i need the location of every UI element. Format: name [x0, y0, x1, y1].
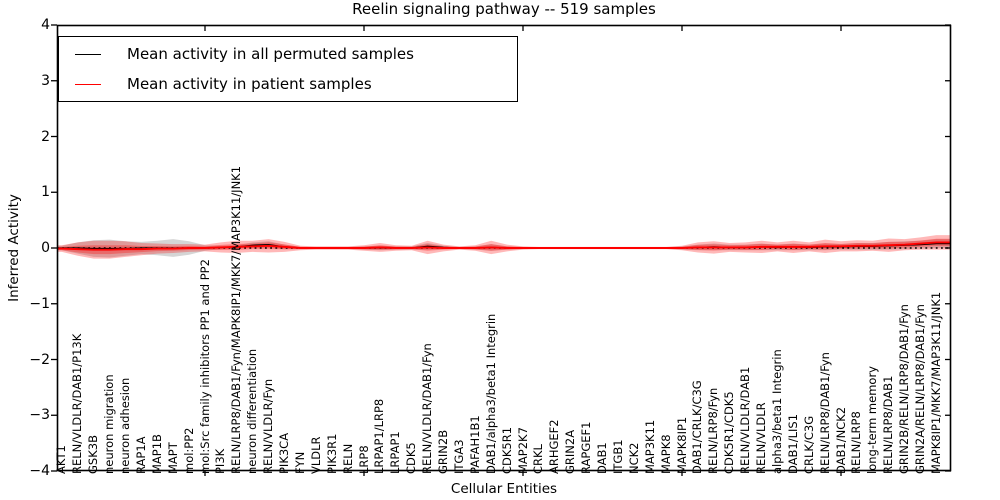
- patient-spread-band-outer: [57, 235, 951, 259]
- x-category-label: PIK3CA: [277, 432, 291, 474]
- x-category-label: PI3K: [213, 448, 228, 474]
- x-category-label: long-term memory: [865, 366, 880, 474]
- x-category-label: RELN/LRP8/DAB1/Fyn: [817, 352, 832, 474]
- x-category-label: RELN/VLDLR/DAB1/P13K: [70, 333, 85, 474]
- x-category-label: DAB1/NCK2: [833, 406, 848, 474]
- x-category-label: VLDLR: [308, 436, 323, 474]
- y-tick-label: −4: [29, 463, 50, 479]
- x-category-label: mol:PP2: [181, 427, 196, 475]
- x-category-label: CDK5R1/CDK5: [722, 391, 737, 474]
- x-category-label: PAFAH1B1: [467, 415, 482, 474]
- x-category-label: neuron adhesion: [118, 377, 132, 474]
- y-tick-label: −3: [29, 407, 50, 424]
- patient-mean-line: [57, 241, 951, 251]
- x-category-label: DAB1/CRLK/C3G: [690, 380, 705, 474]
- y-tick-label: −2: [29, 351, 50, 368]
- x-category-label: GRIN2A/RELN/LRP8/DAB1/Fyn: [913, 304, 927, 474]
- x-category-label: FYN: [292, 451, 307, 474]
- x-category-label: RELN/LRP8/Fyn: [706, 387, 721, 474]
- x-category-label: RELN/LRP8/DAB1: [881, 375, 896, 474]
- x-category-label: ARHGEF2: [547, 419, 562, 474]
- x-category-label: MAPK8: [658, 434, 673, 474]
- y-tick-label: −1: [29, 295, 50, 312]
- legend-entry-patient: Mean activity in patient samples: [59, 71, 517, 97]
- x-category-label: RELN/LRP8/DAB1/Fyn/MAPK8IP1/MKK7/MAP3K11…: [229, 165, 244, 474]
- x-category-label: MAP3K11: [642, 419, 657, 474]
- patient-line-sample: [75, 83, 101, 85]
- x-category-label: LRP8: [356, 445, 371, 474]
- x-category-label: mol:Src family inhibitors PP1 and PP2: [197, 259, 212, 474]
- patient-spread-band-inner: [57, 238, 951, 255]
- x-category-label: CDK5: [404, 442, 419, 474]
- x-category-label: RELN/VLDLR/Fyn: [261, 378, 276, 474]
- x-category-label: RELN/LRP8: [849, 411, 864, 474]
- y-tick-label: 0: [41, 240, 50, 256]
- legend-entry-permuted: Mean activity in all permuted samples: [59, 41, 517, 67]
- x-category-label: CRLK/C3G: [801, 415, 816, 474]
- plot-area: [51, 24, 952, 476]
- x-category-label: RAPGEF1: [579, 421, 594, 474]
- legend-label-patient: Mean activity in patient samples: [127, 75, 372, 93]
- y-tick-label: 1: [41, 184, 50, 201]
- legend-label-permuted: Mean activity in all permuted samples: [127, 45, 414, 63]
- legend: Mean activity in all permuted samples Me…: [58, 36, 518, 102]
- x-category-label: GRIN2B/RELN/LRP8/DAB1/Fyn: [897, 304, 912, 474]
- x-category-label: LRPAP1: [388, 431, 403, 474]
- y-tick-label: 3: [41, 72, 50, 89]
- y-tick-label: 2: [41, 128, 50, 145]
- chart-title: Reelin signaling pathway -- 519 samples: [352, 0, 656, 18]
- x-category-label: NCK2: [626, 442, 641, 475]
- x-axis-label: Cellular Entities: [450, 481, 558, 497]
- x-category-label: PIK3R1: [324, 433, 339, 475]
- x-category-label: RELN/VLDLR: [754, 402, 768, 474]
- x-category-label: MAPT: [165, 442, 180, 474]
- x-category-label: neuron differentiation: [245, 348, 260, 474]
- x-category-label: GRIN2B: [436, 429, 450, 474]
- x-category-label: MAPK8IP1: [674, 416, 689, 474]
- x-category-label: alpha3/beta1 Integrin: [769, 349, 784, 474]
- x-category-label: MAPK8IP1/MKK7/MAP3K11/JNK1: [928, 291, 943, 474]
- x-category-label: CDK5R1: [499, 426, 514, 474]
- x-category-label: AKT1: [54, 445, 69, 474]
- x-category-label: DAB1/alpha3/beta1 Integrin: [483, 313, 498, 474]
- x-category-label: RELN: [340, 443, 355, 474]
- x-category-label: LRPAP1/LRP8: [372, 398, 387, 474]
- x-category-label: RELN/VLDLR/DAB1/Fyn: [420, 343, 435, 474]
- x-category-label: RELN/VLDLR/DAB1: [738, 366, 753, 474]
- permuted-line-sample: [75, 53, 101, 55]
- x-category-label: MAP1B: [149, 434, 164, 474]
- x-category-label: ITGB1: [610, 439, 625, 474]
- x-category-label: neuron migration: [102, 374, 117, 474]
- x-category-label: GRIN2A: [563, 429, 578, 474]
- x-category-label: ITGA3: [451, 439, 466, 474]
- x-category-label: GSK3B: [86, 435, 101, 474]
- y-tick-label: 4: [41, 17, 50, 33]
- x-category-label: CRKL: [531, 444, 546, 474]
- x-category-label: DAB1/LIS1: [785, 413, 800, 474]
- x-category-label: MAP2K7: [515, 427, 530, 474]
- x-category-label: RAP1A: [133, 436, 148, 474]
- x-category-label: DAB1: [595, 442, 609, 474]
